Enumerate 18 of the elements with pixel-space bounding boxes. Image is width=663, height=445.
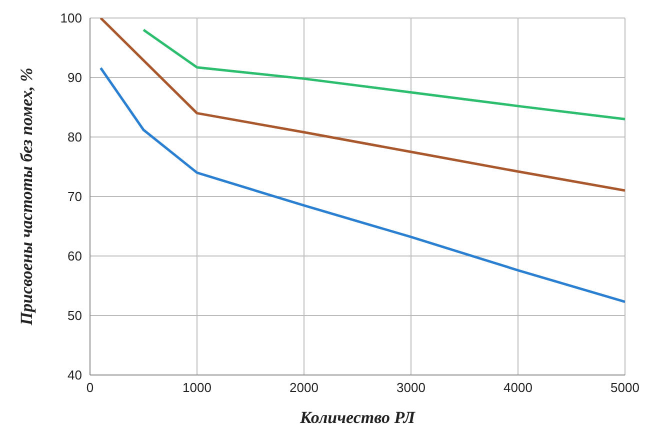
- x-tick-label: 5000: [610, 380, 640, 396]
- line-series: [142, 28, 625, 120]
- y-tick-label: 90: [68, 70, 82, 86]
- line-series: [99, 18, 625, 192]
- y-tick-label: 40: [68, 368, 82, 383]
- y-tick-label: 60: [68, 248, 82, 264]
- x-tick-label: 3000: [396, 380, 426, 396]
- y-tick-label: 100: [60, 10, 82, 26]
- y-tick-label: 80: [68, 130, 82, 145]
- x-tick-label: 0: [86, 380, 94, 396]
- x-tick-label: 2000: [290, 380, 318, 396]
- y-axis-title: Присвоены частоты без помех, %: [17, 68, 36, 326]
- y-tick-label: 70: [68, 189, 82, 204]
- x-axis-title: Количество РЛ: [299, 408, 416, 427]
- line-series: [99, 66, 625, 304]
- x-tick-label: 1000: [182, 380, 212, 396]
- y-tick-label: 50: [68, 308, 82, 324]
- x-tick-label: 4000: [504, 380, 532, 396]
